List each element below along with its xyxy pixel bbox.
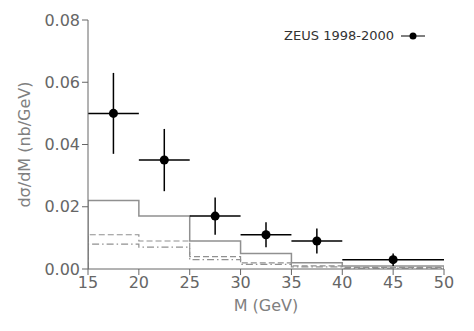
svg-text:0.08: 0.08	[44, 11, 80, 30]
svg-text:25: 25	[180, 273, 200, 292]
svg-text:50: 50	[434, 273, 454, 292]
svg-text:30: 30	[230, 273, 250, 292]
svg-text:0.00: 0.00	[44, 260, 80, 279]
svg-text:15: 15	[78, 273, 98, 292]
html-text:ZEUS 1998-2000: ZEUS 1998-2000	[284, 28, 394, 43]
svg-text:45: 45	[383, 273, 403, 292]
svg-text:0.02: 0.02	[44, 197, 80, 216]
svg-text:40: 40	[332, 273, 352, 292]
svg-text:35: 35	[281, 273, 301, 292]
svg-text:0.06: 0.06	[44, 73, 80, 92]
svg-text:M (GeV): M (GeV)	[234, 296, 299, 315]
svg-text:0.04: 0.04	[44, 135, 80, 154]
svg-text:dσ/dM (nb/GeV): dσ/dM (nb/GeV)	[15, 81, 34, 207]
svg-text:20: 20	[129, 273, 149, 292]
